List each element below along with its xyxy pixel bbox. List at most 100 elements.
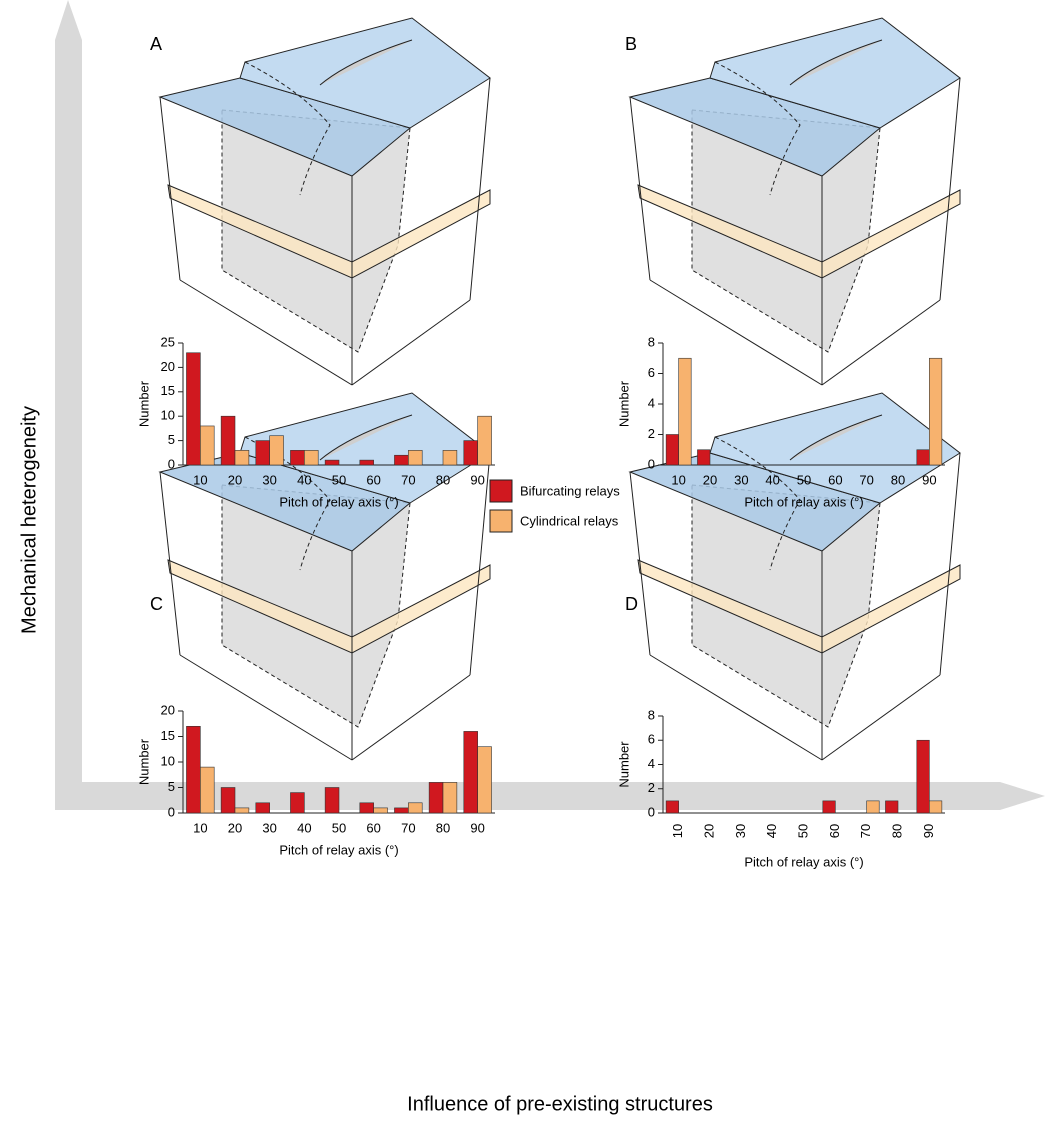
bar (442, 782, 458, 814)
bar (697, 449, 711, 466)
y-tick-label: 20 (161, 359, 175, 374)
bar (463, 440, 478, 466)
bar (665, 434, 679, 466)
x-tick-label: 70 (401, 472, 415, 487)
y-axis-label: Number (616, 380, 631, 427)
bar (220, 415, 236, 466)
bar (234, 450, 250, 466)
y-tick-label: 10 (161, 753, 175, 768)
x-axis-label: Pitch of relay axis (°) (744, 494, 863, 509)
bar (255, 440, 270, 466)
x-axis-label: Pitch of relay axis (°) (279, 494, 398, 509)
x-tick-label: 40 (765, 472, 779, 487)
x-tick-label: 20 (701, 824, 716, 838)
x-axis-label: Pitch of relay axis (°) (744, 854, 863, 869)
y-tick-label: 2 (648, 780, 655, 795)
bar (290, 792, 305, 814)
bar (477, 415, 492, 466)
bar (408, 802, 423, 814)
x-tick-label: 90 (470, 472, 484, 487)
y-tick-label: 0 (168, 456, 175, 471)
y-tick-label: 5 (168, 432, 175, 447)
bar (290, 450, 305, 466)
bar (200, 425, 215, 466)
y-tick-label: 4 (648, 395, 655, 410)
y-tick-label: 5 (168, 779, 175, 794)
y-axis-label: Number (136, 738, 151, 785)
y-tick-label: 4 (648, 756, 655, 771)
bar (324, 787, 340, 814)
bar (678, 357, 692, 466)
bar (929, 800, 943, 814)
bar (359, 802, 374, 814)
block-diagram (159, 17, 491, 386)
x-tick-label: 40 (297, 820, 311, 835)
y-tick-label: 0 (648, 804, 655, 819)
x-tick-label: 50 (795, 824, 810, 838)
x-tick-label: 40 (297, 472, 311, 487)
y-tick-label: 8 (648, 707, 655, 722)
y-tick-label: 15 (161, 383, 175, 398)
y-tick-label: 6 (648, 365, 655, 380)
bar (324, 459, 340, 466)
x-tick-label: 60 (827, 824, 842, 838)
x-tick-label: 90 (922, 472, 936, 487)
bar (359, 459, 374, 466)
x-tick-label: 80 (436, 820, 450, 835)
x-tick-label: 70 (858, 824, 873, 838)
y-tick-label: 10 (161, 408, 175, 423)
legend-label: Cylindrical relays (520, 513, 619, 528)
bar (428, 782, 444, 814)
x-tick-label: 20 (228, 472, 242, 487)
bar (220, 787, 236, 814)
bar (394, 454, 409, 466)
x-tick-label: 90 (470, 820, 484, 835)
y-tick-label: 0 (168, 804, 175, 819)
bar (255, 802, 270, 814)
bar (916, 449, 930, 466)
legend-swatch (489, 509, 513, 533)
x-tick-label: 50 (332, 472, 346, 487)
bar (866, 800, 880, 814)
bar (885, 800, 899, 814)
legend-swatch (489, 479, 513, 503)
x-tick-label: 10 (193, 820, 207, 835)
bar (186, 352, 201, 466)
x-tick-label: 60 (366, 472, 380, 487)
x-tick-label: 30 (733, 824, 748, 838)
x-tick-label: 20 (703, 472, 717, 487)
bar (234, 807, 250, 814)
y-tick-label: 25 (161, 334, 175, 349)
x-tick-label: 80 (436, 472, 450, 487)
figure-y-label: Mechanical heterogeneity (18, 406, 40, 634)
bar (929, 357, 943, 466)
bar (477, 746, 492, 814)
x-tick-label: 30 (262, 472, 276, 487)
y-axis-label: Number (136, 380, 151, 427)
x-tick-label: 10 (671, 472, 685, 487)
figure-x-label: Influence of pre-existing structures (407, 1093, 713, 1115)
x-axis-label: Pitch of relay axis (°) (279, 842, 398, 857)
bar (463, 731, 478, 814)
x-tick-label: 40 (764, 824, 779, 838)
x-tick-label: 70 (401, 820, 415, 835)
x-tick-label: 60 (828, 472, 842, 487)
panel-label: C (150, 594, 163, 614)
bar (665, 800, 679, 814)
bar (408, 450, 423, 466)
x-tick-label: 50 (797, 472, 811, 487)
bar (394, 807, 409, 814)
x-tick-label: 30 (734, 472, 748, 487)
x-tick-label: 60 (366, 820, 380, 835)
bar (822, 800, 836, 814)
bar (304, 450, 319, 466)
y-tick-label: 15 (161, 728, 175, 743)
bar (916, 739, 930, 814)
y-axis-label: Number (616, 741, 631, 788)
x-tick-label: 80 (891, 472, 905, 487)
panel-label: D (625, 594, 638, 614)
y-tick-label: 20 (161, 702, 175, 717)
x-tick-label: 30 (262, 820, 276, 835)
y-tick-label: 8 (648, 334, 655, 349)
